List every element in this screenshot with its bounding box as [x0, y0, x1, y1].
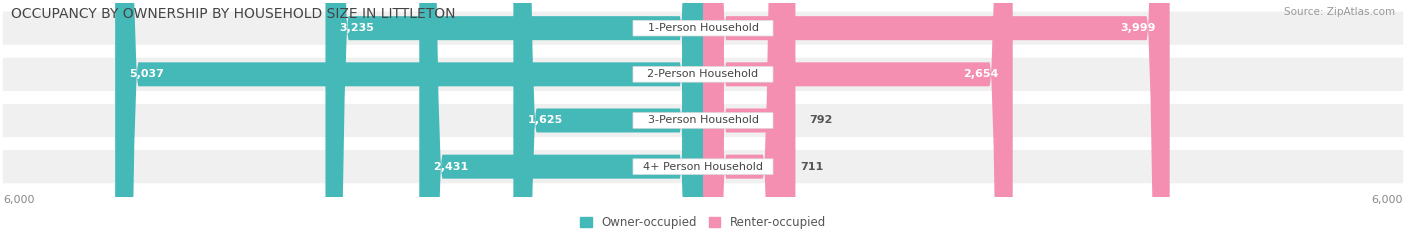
FancyBboxPatch shape — [633, 159, 773, 175]
FancyBboxPatch shape — [3, 58, 1403, 91]
Text: 2,654: 2,654 — [963, 69, 998, 79]
FancyBboxPatch shape — [633, 113, 773, 128]
Text: 2,431: 2,431 — [433, 162, 468, 172]
Text: 2-Person Household: 2-Person Household — [647, 69, 759, 79]
Text: 1-Person Household: 1-Person Household — [648, 23, 758, 33]
FancyBboxPatch shape — [703, 0, 1170, 233]
Text: OCCUPANCY BY OWNERSHIP BY HOUSEHOLD SIZE IN LITTLETON: OCCUPANCY BY OWNERSHIP BY HOUSEHOLD SIZE… — [11, 7, 456, 21]
FancyBboxPatch shape — [633, 67, 773, 82]
FancyBboxPatch shape — [3, 150, 1403, 183]
Text: 792: 792 — [810, 116, 832, 126]
FancyBboxPatch shape — [115, 0, 703, 233]
FancyBboxPatch shape — [703, 0, 1012, 233]
Text: 3-Person Household: 3-Person Household — [648, 116, 758, 126]
Legend: Owner-occupied, Renter-occupied: Owner-occupied, Renter-occupied — [575, 211, 831, 233]
Text: 4+ Person Household: 4+ Person Household — [643, 162, 763, 172]
FancyBboxPatch shape — [419, 0, 703, 233]
Text: Source: ZipAtlas.com: Source: ZipAtlas.com — [1284, 7, 1395, 17]
FancyBboxPatch shape — [325, 0, 703, 233]
Text: 3,235: 3,235 — [339, 23, 374, 33]
Text: 6,000: 6,000 — [1372, 195, 1403, 205]
Text: 1,625: 1,625 — [527, 116, 562, 126]
FancyBboxPatch shape — [513, 0, 703, 233]
FancyBboxPatch shape — [3, 12, 1403, 45]
Text: 711: 711 — [800, 162, 824, 172]
Text: 6,000: 6,000 — [3, 195, 34, 205]
FancyBboxPatch shape — [633, 20, 773, 36]
FancyBboxPatch shape — [3, 104, 1403, 137]
Text: 3,999: 3,999 — [1121, 23, 1156, 33]
Text: 5,037: 5,037 — [129, 69, 165, 79]
FancyBboxPatch shape — [703, 0, 796, 233]
FancyBboxPatch shape — [703, 0, 786, 233]
